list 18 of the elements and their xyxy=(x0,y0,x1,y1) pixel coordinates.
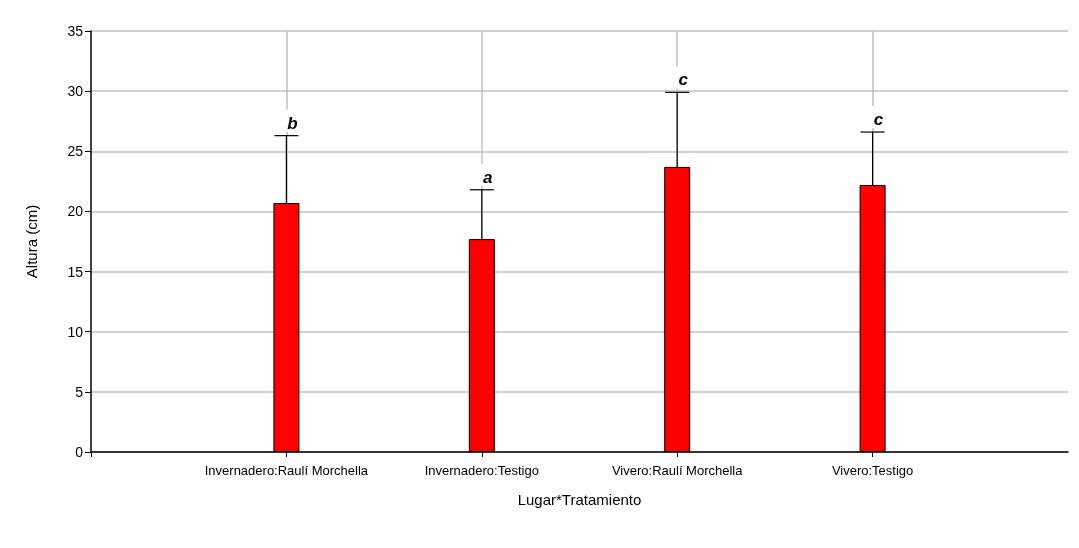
x-axis-title: Lugar*Tratamiento xyxy=(517,491,642,508)
y-tick-label: 10 xyxy=(67,323,84,340)
y-tick-label: 25 xyxy=(67,143,84,160)
x-tick-label: Invernadero:Testigo xyxy=(424,463,539,478)
y-tick-label: 35 xyxy=(67,23,84,39)
y-tick-label: 20 xyxy=(67,203,84,220)
y-tick-label: 0 xyxy=(75,444,84,460)
annotation: b xyxy=(287,113,298,133)
annotation: c xyxy=(873,110,884,130)
annotation: c xyxy=(678,70,689,90)
x-tick-label: Vivero:Raulí Morchella xyxy=(611,463,744,478)
y-tick-label: 30 xyxy=(67,83,84,100)
annotation: a xyxy=(483,167,493,187)
x-tick-label: Invernadero:Raulí Morchella xyxy=(204,463,369,478)
y-tick-label: 15 xyxy=(67,263,84,280)
y-axis-title: Altura (cm) xyxy=(23,204,40,279)
y-tick-label: 5 xyxy=(75,383,84,400)
x-tick-label: Vivero:Testigo xyxy=(831,463,914,478)
